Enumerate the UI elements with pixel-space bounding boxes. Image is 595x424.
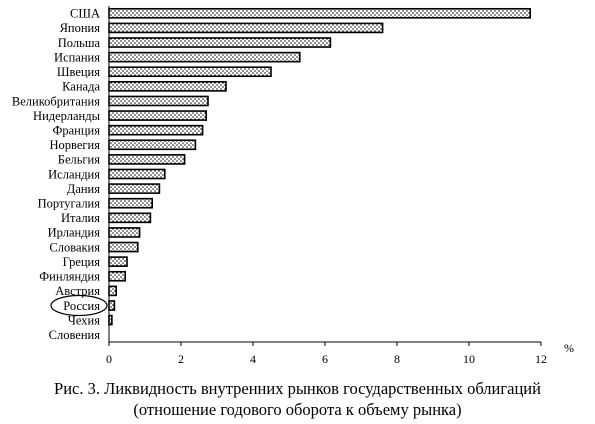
category-label-16: Ирландия [48,226,101,240]
bar-10 [108,139,197,151]
category-label-14: Португалия [38,197,101,211]
bar-9 [108,124,204,136]
category-label-19: Финляндия [39,270,100,284]
bar-2 [108,22,384,34]
bar-12 [108,168,166,180]
bar-15 [108,212,152,224]
bar-chart: СШАЯпонияПольшаИспанияШвецияКанадаВелико… [12,6,574,366]
bar-19 [108,270,127,282]
bar-8 [108,110,207,121]
x-tick-label-1: 2 [178,352,184,366]
bars [108,7,532,326]
category-label-3: Польша [58,36,101,50]
x-tick-label-5: 10 [463,352,475,366]
category-label-11: Бельгия [58,153,100,167]
figure-caption-line-2: (отношение годового оборота к объему рын… [133,400,462,419]
russia-highlight-ellipse [50,294,108,317]
bar-17 [108,241,139,253]
category-label-13: Дания [67,182,100,196]
category-label-6: Канада [62,80,100,94]
x-ticks: 0 2 4 6 8 10 12 [106,342,547,366]
category-label-20: Австрия [55,284,100,298]
x-tick-label-2: 4 [250,352,256,366]
category-label-9: Франция [53,123,101,137]
category-label-5: Швеция [57,65,100,79]
bar-5 [108,66,272,78]
x-tick-label-0: 0 [106,352,112,366]
x-tick-label-4: 8 [394,352,400,366]
bar-7 [108,95,209,107]
bar-11 [108,154,186,165]
category-label-10: Норвегия [50,138,101,152]
x-tick-label-6: 12 [535,352,547,366]
bar-14 [108,197,154,209]
category-label-1: США [70,7,100,21]
category-label-18: Греция [63,255,101,269]
bar-6 [108,81,227,92]
bar-22 [108,314,113,326]
x-axis-unit-label: % [564,341,574,355]
bar-20 [108,285,117,297]
category-label-15: Италия [61,211,100,225]
figure-caption-line-1: Рис. 3. Ликвидность внутренних рынков го… [54,379,541,398]
category-labels: СШАЯпонияПольшаИспанияШвецияКанадаВелико… [12,7,101,342]
bar-13 [108,183,161,194]
category-label-4: Испания [54,50,100,64]
bar-1 [108,7,532,19]
category-label-12: Исландия [48,167,100,181]
category-label-23: Словения [49,328,101,342]
bar-21 [108,300,116,311]
bar-18 [108,256,128,267]
category-label-21: Россия [63,299,100,313]
category-label-2: Япония [60,21,101,35]
category-label-8: Нидерланды [33,109,101,123]
category-label-22: Чехия [68,313,100,327]
category-label-17: Словакия [49,240,100,254]
category-label-7: Великобритания [12,94,100,108]
bar-3 [108,37,332,48]
bar-16 [108,227,141,238]
x-tick-label-3: 6 [322,352,328,366]
bar-4 [108,51,301,63]
